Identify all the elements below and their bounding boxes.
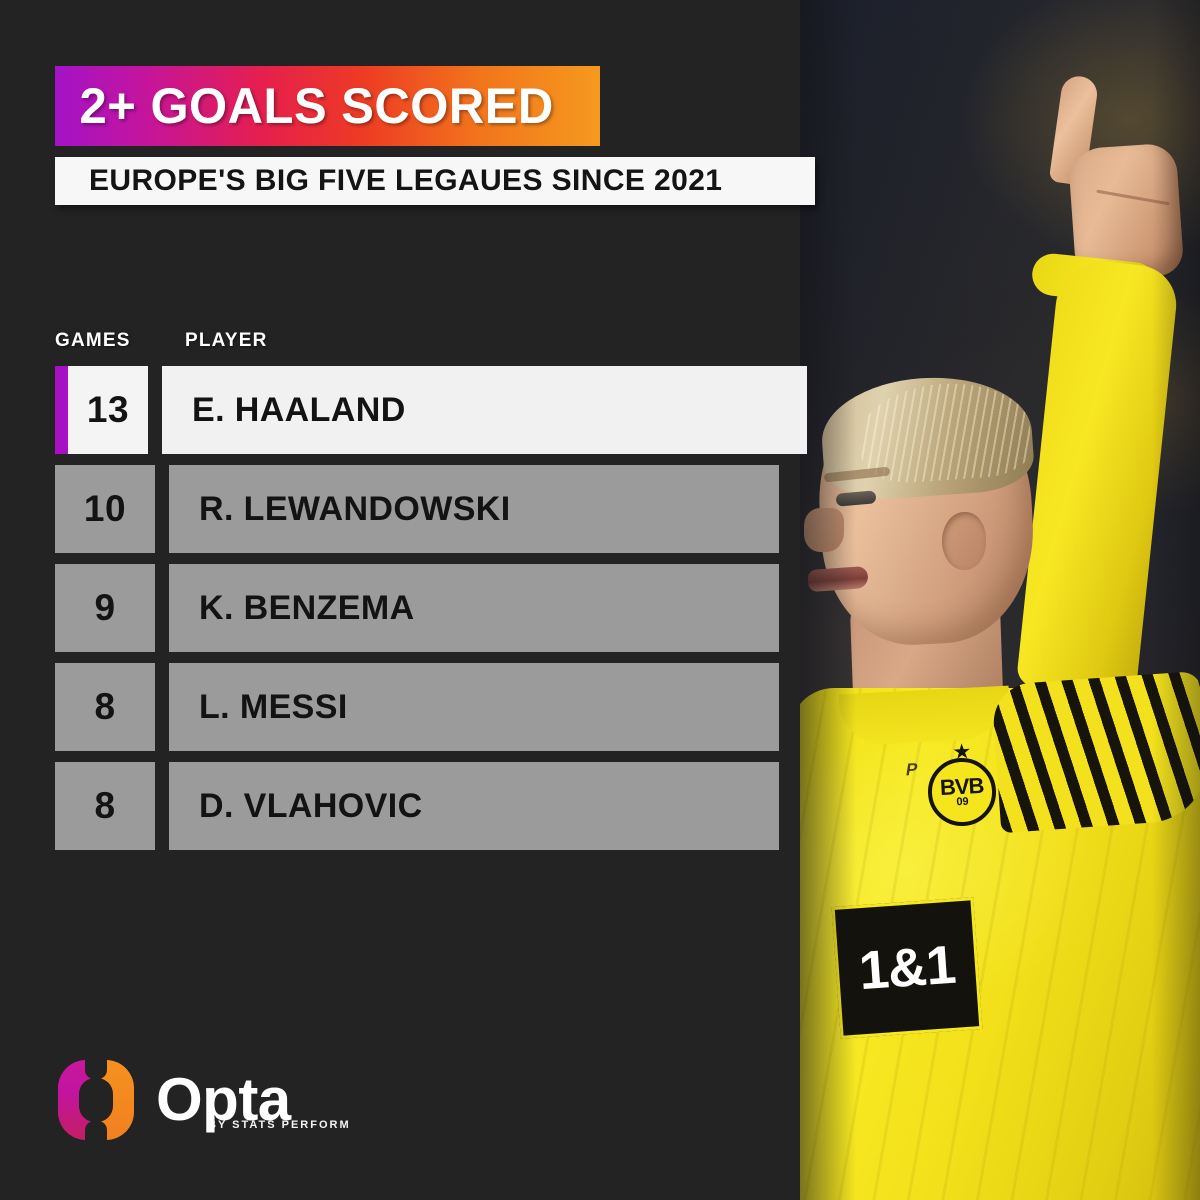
opta-logo: Opta BY STATS PERFORM bbox=[58, 1060, 349, 1140]
ear bbox=[942, 512, 986, 570]
nose bbox=[804, 508, 844, 552]
cell-games: 8 bbox=[55, 663, 155, 751]
page-subtitle: EUROPE'S BIG FIVE LEGAUES SINCE 2021 bbox=[89, 164, 723, 197]
opta-tagline: BY STATS PERFORM bbox=[208, 1119, 351, 1131]
opta-wordmark: Opta bbox=[156, 1066, 291, 1133]
column-headers: GAMES PLAYER bbox=[55, 330, 755, 354]
cell-player: K. BENZEMA bbox=[169, 564, 779, 652]
jersey-shoulder-stripes bbox=[991, 670, 1200, 834]
sponsor-logo: 1&1 bbox=[831, 897, 983, 1039]
opta-mark-notch-bottom bbox=[85, 1121, 107, 1140]
table-row: 13 E. HAALAND bbox=[55, 366, 807, 454]
table-row: 10 R. LEWANDOWSKI bbox=[55, 465, 807, 553]
sponsor-text: 1&1 bbox=[856, 934, 958, 1002]
cell-player: D. VLAHOVIC bbox=[169, 762, 779, 850]
column-header-player: PLAYER bbox=[185, 330, 268, 351]
cell-player: E. HAALAND bbox=[162, 366, 807, 454]
opta-mark-notch-top bbox=[85, 1060, 107, 1079]
page-title: 2+ GOALS SCORED bbox=[79, 78, 554, 134]
cell-games: 13 bbox=[68, 366, 148, 454]
crest-year: 09 bbox=[956, 795, 969, 808]
cell-games: 8 bbox=[55, 762, 155, 850]
player-photo: P ★ BVB 09 1&1 bbox=[800, 0, 1200, 1200]
crest-letters: BVB bbox=[939, 772, 985, 800]
opta-mark-hole bbox=[79, 1078, 113, 1122]
mouth bbox=[807, 565, 869, 593]
cell-player: L. MESSI bbox=[169, 663, 779, 751]
column-header-games: GAMES bbox=[55, 330, 131, 351]
leader-accent-bar bbox=[55, 366, 68, 454]
opta-wordmark-group: Opta BY STATS PERFORM bbox=[156, 1066, 349, 1133]
table-row: 9 K. BENZEMA bbox=[55, 564, 807, 652]
rankings-table: 13 E. HAALAND 10 R. LEWANDOWSKI 9 K. BEN… bbox=[55, 366, 807, 861]
title-banner: 2+ GOALS SCORED bbox=[55, 66, 600, 146]
cell-games: 9 bbox=[55, 564, 155, 652]
cell-games: 10 bbox=[55, 465, 155, 553]
table-row: 8 D. VLAHOVIC bbox=[55, 762, 807, 850]
subtitle-banner: EUROPE'S BIG FIVE LEGAUES SINCE 2021 bbox=[55, 157, 815, 205]
table-row: 8 L. MESSI bbox=[55, 663, 807, 751]
opta-mark-icon bbox=[58, 1060, 134, 1140]
cell-player: R. LEWANDOWSKI bbox=[169, 465, 779, 553]
